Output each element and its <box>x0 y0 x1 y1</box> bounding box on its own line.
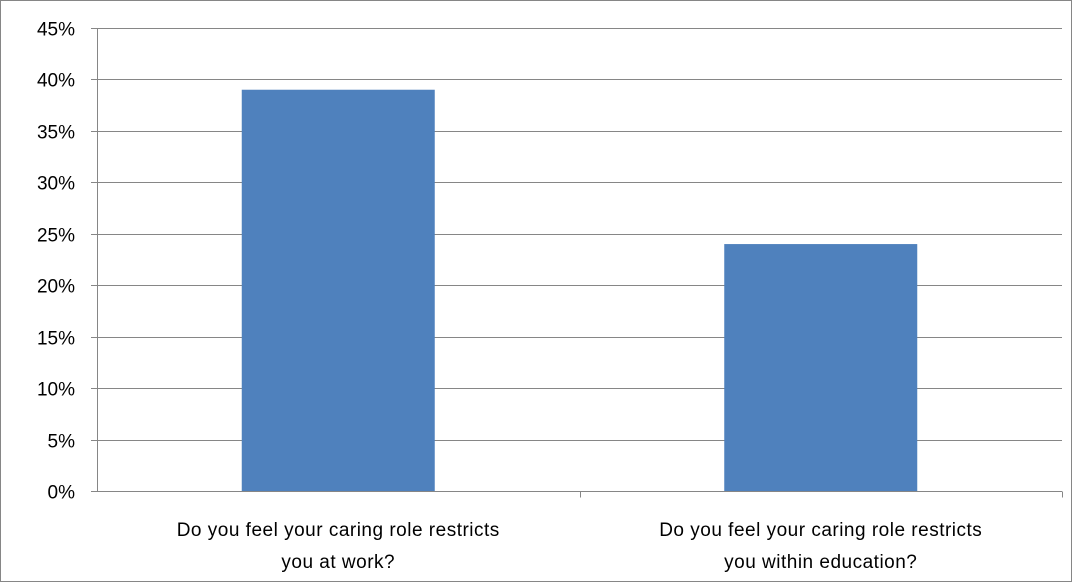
y-tick-label: 45% <box>37 20 75 41</box>
axes <box>91 28 1063 498</box>
y-tick-label: 40% <box>37 71 75 92</box>
y-tick-label: 30% <box>37 174 75 195</box>
y-tick-label: 5% <box>48 432 76 453</box>
bar <box>724 244 918 491</box>
y-tick-label: 25% <box>37 226 75 247</box>
y-tick-label: 15% <box>37 329 75 350</box>
y-tick-label: 0% <box>48 483 76 504</box>
x-category-label: Do you feel your caring role restricts <box>659 520 982 541</box>
y-tick-label: 35% <box>37 123 75 144</box>
x-category-label: you within education? <box>724 552 917 573</box>
labels: 0% 5% 10% 15% 20% 25% 30% 35% 40% 45% Do you feel … <box>37 20 982 574</box>
bar <box>241 89 435 491</box>
bars <box>241 89 918 491</box>
x-category-label: you at work? <box>281 552 395 573</box>
y-tick-label: 20% <box>37 277 75 298</box>
y-tick-label: 10% <box>37 380 75 401</box>
x-category-label: Do you feel your caring role restricts <box>177 520 500 541</box>
